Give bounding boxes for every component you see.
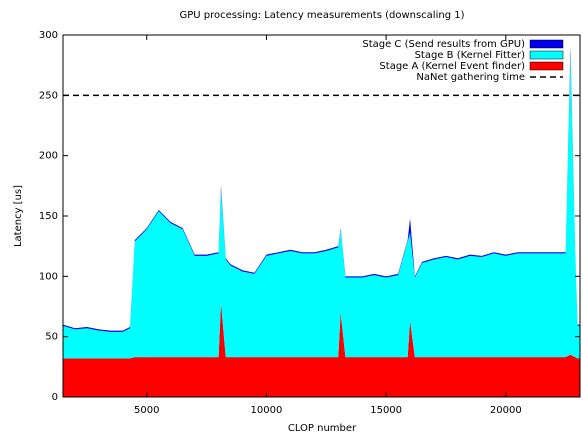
y-tick-label: 150 [39,211,58,222]
legend-swatch [529,39,564,49]
y-tick-label: 100 [39,271,58,282]
legend-label: Stage C (Send results from GPU) [362,39,525,50]
y-axis-label: Latency [us] [13,185,24,247]
y-tick-label: 50 [45,332,58,343]
area [63,53,580,359]
y-tick-label: 300 [39,30,58,41]
x-tick-label: 20000 [490,405,522,416]
x-tick-label: 5000 [134,405,159,416]
y-tick-label: 200 [39,151,58,162]
legend-label: Stage A (Kernel Event finder) [379,61,525,72]
legend-swatch [529,50,564,60]
x-tick-label: 15000 [370,405,402,416]
chart-title: GPU processing: Latency measurements (do… [180,10,465,21]
legend-label: NaNet gathering time [416,72,525,83]
y-tick-label: 0 [52,392,58,403]
legend-swatch [529,61,564,71]
legend-label: Stage B (Kernel Fitter) [415,50,526,61]
y-tick-label: 250 [39,90,58,101]
x-tick-label: 10000 [251,405,283,416]
area [63,302,580,397]
x-axis-label: CLOP number [288,423,357,434]
